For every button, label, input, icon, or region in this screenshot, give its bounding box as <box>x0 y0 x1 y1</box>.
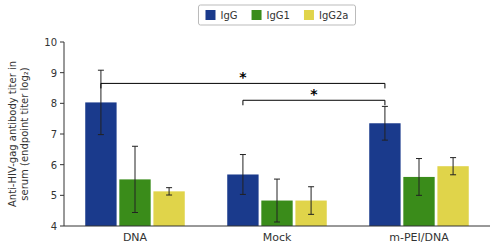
error-stem <box>419 159 420 196</box>
error-cap <box>416 195 422 196</box>
bar <box>437 166 468 226</box>
chart: 4 5 6 7 8 9 10 DNA Mock m-PEI/DNA Anti-HIV-gag ant… <box>0 0 500 252</box>
y-tick-label: 7 <box>51 129 57 140</box>
error-stem <box>135 146 136 212</box>
error-stem <box>453 158 454 175</box>
error-cap <box>166 195 172 196</box>
error-bar <box>132 146 138 212</box>
annotation: * <box>310 86 318 102</box>
y-tick <box>60 164 64 165</box>
legend-label: IgG1 <box>267 10 290 21</box>
y-tick <box>60 72 64 73</box>
error-stem <box>311 187 312 215</box>
legend-swatch <box>252 10 262 20</box>
legend-frame <box>198 5 355 25</box>
error-cap <box>98 134 104 135</box>
bar <box>153 191 184 226</box>
error-cap <box>240 194 246 195</box>
annotation: * <box>239 69 247 85</box>
error-bar <box>308 187 314 215</box>
y-tick <box>60 42 64 43</box>
y-axis-label-line: Anti-HIV-gag antibody titer in <box>7 61 18 207</box>
plot-area <box>85 70 469 226</box>
y-axis-label-line: serum (endpoint titer log₂) <box>19 67 30 200</box>
y-tick <box>60 226 64 227</box>
error-cap <box>382 106 388 107</box>
y-tick <box>60 134 64 135</box>
legend-swatch <box>205 10 215 20</box>
y-tick-label: 5 <box>51 190 57 201</box>
error-cap <box>308 214 314 215</box>
error-bar <box>382 106 388 140</box>
x-axis <box>64 226 490 227</box>
error-bar <box>274 179 280 222</box>
error-cap <box>274 222 280 223</box>
error-cap <box>450 157 456 158</box>
error-bar <box>450 158 456 175</box>
legend-label: IgG <box>220 10 237 21</box>
error-stem <box>384 106 385 140</box>
legend-label: IgG2a <box>319 10 349 21</box>
error-stem <box>242 155 243 195</box>
y-tick <box>60 195 64 196</box>
error-bar <box>240 155 246 195</box>
x-tick-label: DNA <box>123 231 148 244</box>
error-bar <box>98 70 104 134</box>
y-tick-label: 10 <box>44 37 57 48</box>
error-cap <box>132 146 138 147</box>
error-cap <box>98 70 104 71</box>
error-cap <box>308 186 314 187</box>
y-tick-label: 8 <box>51 98 57 109</box>
error-cap <box>382 140 388 141</box>
error-stem <box>277 179 278 222</box>
error-bar <box>416 159 422 196</box>
y-tick-label: 6 <box>51 160 57 171</box>
error-cap <box>240 154 246 155</box>
x-tick-label: m-PEI/DNA <box>389 231 449 244</box>
x-tick-label: Mock <box>263 231 292 244</box>
error-cap <box>166 187 172 188</box>
y-tick <box>60 103 64 104</box>
legend: IgG IgG1 IgG2a <box>198 5 355 25</box>
error-stem <box>169 188 170 195</box>
legend-swatch <box>304 10 314 20</box>
y-tick-label: 4 <box>51 221 57 232</box>
y-axis-label: Anti-HIV-gag antibody titer inserum (end… <box>7 61 30 207</box>
y-tick-label: 9 <box>51 68 57 79</box>
error-cap <box>416 158 422 159</box>
error-cap <box>132 212 138 213</box>
error-bar <box>166 188 172 195</box>
error-stem <box>100 70 101 134</box>
error-cap <box>274 179 280 180</box>
error-cap <box>450 174 456 175</box>
